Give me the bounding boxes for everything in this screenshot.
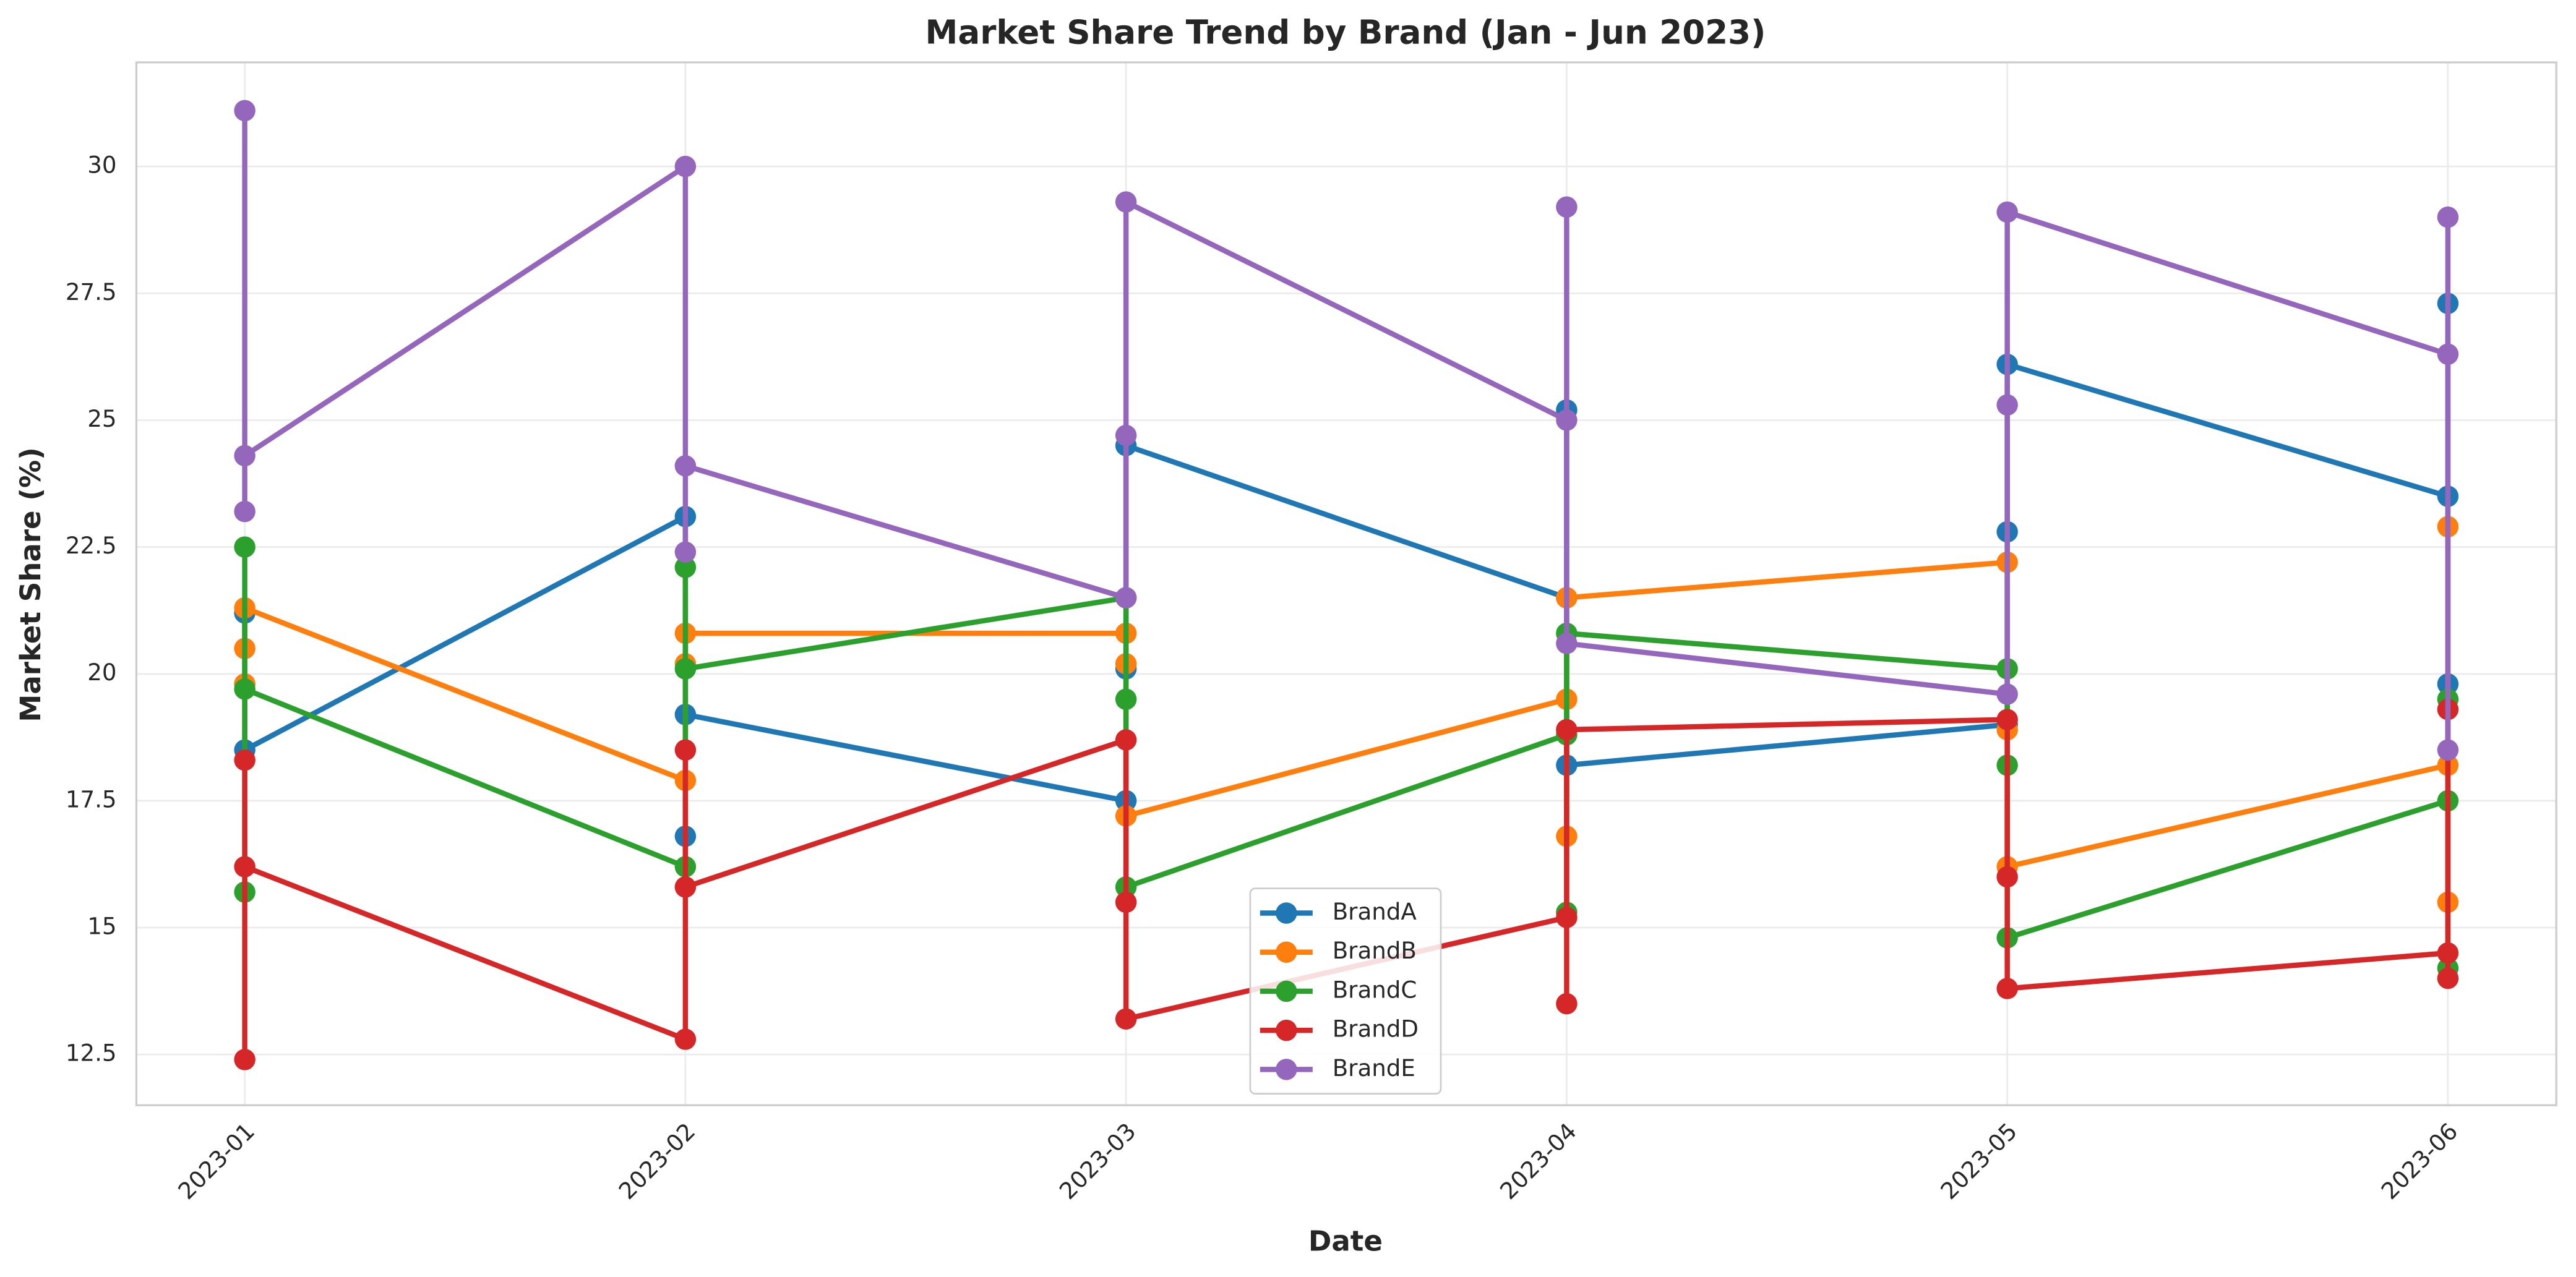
data-point (1115, 729, 1137, 751)
data-point (2437, 343, 2459, 365)
data-point (1556, 196, 1578, 218)
data-point (234, 100, 255, 122)
y-tick-label: 15 (87, 913, 116, 940)
data-point (1996, 683, 2018, 705)
data-point (1115, 191, 1137, 213)
data-point (234, 500, 255, 523)
y-tick-label: 27.5 (66, 278, 117, 305)
data-point (674, 1028, 697, 1050)
data-point (234, 856, 255, 878)
data-point (1996, 978, 2018, 999)
series-line (242, 547, 2451, 971)
chart-title: Market Share Trend by Brand (Jan - Jun 2… (925, 13, 1766, 51)
data-point (2437, 206, 2459, 228)
y-tick-label: 20 (87, 659, 116, 686)
legend-label: BrandE (1333, 1054, 1415, 1082)
data-point (1115, 891, 1137, 913)
data-point (234, 749, 255, 771)
data-point (1115, 424, 1137, 446)
legend-label: BrandA (1333, 898, 1417, 925)
y-axis-label: Market Share (%) (14, 447, 47, 722)
y-tick-label: 12.5 (66, 1040, 117, 1067)
legend-marker (1276, 1019, 1297, 1041)
data-point (674, 155, 697, 177)
y-tick-label: 22.5 (66, 532, 117, 559)
data-point (674, 658, 697, 680)
series-line (242, 301, 2451, 839)
y-tick-label: 30 (87, 152, 116, 179)
series-line (242, 110, 2451, 750)
data-point (674, 455, 697, 477)
data-point (1115, 1008, 1137, 1030)
data-point (1556, 907, 1578, 928)
data-point (1996, 394, 2018, 416)
data-point (674, 876, 697, 898)
data-point (1115, 688, 1137, 711)
data-point (234, 1049, 255, 1070)
series-line (242, 526, 2451, 905)
data-point (234, 678, 255, 700)
data-point (234, 445, 255, 467)
data-point (674, 541, 697, 563)
data-point (674, 557, 697, 578)
legend-marker (1276, 1059, 1297, 1080)
data-point (1556, 719, 1578, 741)
plot-frame (135, 61, 2557, 1106)
data-point (1996, 201, 2018, 223)
data-point (2437, 942, 2459, 964)
legend-label: BrandB (1333, 937, 1417, 964)
legend-marker (1276, 941, 1297, 963)
data-point (1996, 709, 2018, 730)
data-point (1115, 587, 1137, 609)
legend-label: BrandC (1333, 976, 1417, 1003)
legend-box (1249, 887, 1442, 1095)
legend: BrandA BrandB BrandC BrandD BrandE (1249, 887, 1442, 1095)
data-point (1996, 866, 2018, 888)
data-point (2437, 967, 2459, 989)
x-axis-label: Date (1308, 1224, 1383, 1257)
data-point (1556, 993, 1578, 1015)
data-point (2437, 739, 2459, 761)
y-tick-label: 25 (87, 405, 116, 432)
legend-marker (1276, 980, 1297, 1002)
data-point (1556, 633, 1578, 654)
data-point (1556, 409, 1578, 431)
legend-marker (1276, 902, 1297, 924)
y-tick-label: 17.5 (66, 785, 117, 813)
data-point (234, 536, 255, 558)
data-point (674, 739, 697, 761)
legend-label: BrandD (1333, 1015, 1419, 1043)
